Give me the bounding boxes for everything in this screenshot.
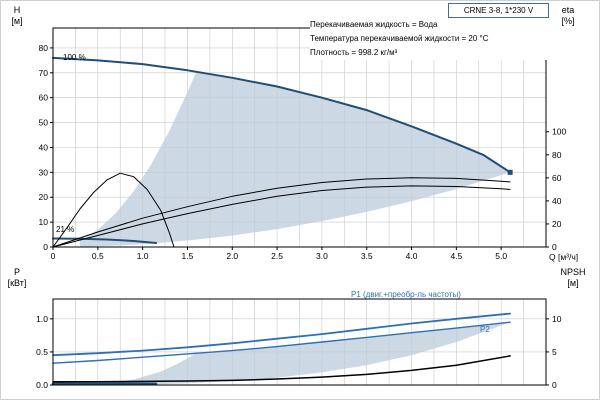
q-axis-label: Q [м³/ч] xyxy=(549,252,579,262)
info-line-liquid: Перекачиваемая жидкость = Вода xyxy=(310,20,438,29)
npsh-axis-unit: [м] xyxy=(567,278,579,288)
eta-axis-unit: [%] xyxy=(561,16,575,26)
svg-text:60: 60 xyxy=(39,93,49,103)
svg-text:0: 0 xyxy=(43,242,48,252)
info-line-density: Плотность = 998.2 кг/м³ xyxy=(310,48,398,57)
svg-text:0: 0 xyxy=(51,251,56,261)
svg-text:20: 20 xyxy=(552,219,562,229)
svg-text:2.5: 2.5 xyxy=(271,251,283,261)
svg-text:60: 60 xyxy=(552,173,562,183)
svg-text:30: 30 xyxy=(39,167,49,177)
svg-text:5.0: 5.0 xyxy=(495,251,507,261)
svg-text:40: 40 xyxy=(552,196,562,206)
svg-text:0.0: 0.0 xyxy=(36,380,48,390)
svg-text:100: 100 xyxy=(552,127,566,137)
npsh-axis-label: NPSH [м] xyxy=(549,267,597,289)
p2-curve-label: P2 xyxy=(480,325,490,334)
pump-info-text: Перекачиваемая жидкость = Вода Температу… xyxy=(310,18,548,60)
svg-text:2.0: 2.0 xyxy=(226,251,238,261)
svg-text:70: 70 xyxy=(39,68,49,78)
eta-axis-letter: eta xyxy=(561,5,575,15)
hq-eta-chart: 0 10 20 30 40 50 60 70 80 0 20 40 60 80 100 0 0.5 1.0 1.5 2… xyxy=(39,27,566,261)
eta-axis-label: eta [%] xyxy=(552,5,584,27)
svg-text:3.5: 3.5 xyxy=(361,251,373,261)
power-npsh-chart: 0.0 0.5 1.0 0 5 10 xyxy=(36,298,562,390)
speed-21-label: 21 % xyxy=(56,225,75,234)
svg-text:40: 40 xyxy=(39,142,49,152)
svg-text:1.5: 1.5 xyxy=(182,251,194,261)
h-axis-unit: [м] xyxy=(11,16,23,26)
h-axis-letter: H xyxy=(13,5,21,15)
p-axis-letter: P xyxy=(13,267,20,277)
svg-text:80: 80 xyxy=(39,43,49,53)
svg-text:0: 0 xyxy=(552,380,557,390)
svg-text:10: 10 xyxy=(552,314,562,324)
svg-text:10: 10 xyxy=(39,217,49,227)
p-axis-label: P [кВт] xyxy=(3,267,31,289)
svg-text:0: 0 xyxy=(552,242,557,252)
speed-100-label: 100 % xyxy=(63,53,86,62)
h-axis-label: H [м] xyxy=(3,5,31,27)
svg-text:3.0: 3.0 xyxy=(316,251,328,261)
svg-text:50: 50 xyxy=(39,118,49,128)
svg-text:1.0: 1.0 xyxy=(137,251,149,261)
npsh-axis-letter: NPSH xyxy=(560,267,586,277)
svg-text:4.0: 4.0 xyxy=(406,251,418,261)
svg-text:80: 80 xyxy=(552,150,562,160)
svg-text:20: 20 xyxy=(39,192,49,202)
pump-model-badge: CRNE 3-8, 1*230 V xyxy=(448,3,549,18)
svg-text:1.0: 1.0 xyxy=(36,314,48,324)
svg-text:4.5: 4.5 xyxy=(450,251,462,261)
svg-text:0.5: 0.5 xyxy=(92,251,104,261)
p1-curve-label: P1 (двиг.+преобр-ль частоты) xyxy=(351,290,461,299)
svg-text:5: 5 xyxy=(552,347,557,357)
svg-text:0.5: 0.5 xyxy=(36,347,48,357)
info-line-temperature: Температура перекачиваемой жидкости = 20… xyxy=(310,34,489,43)
p-axis-unit: [кВт] xyxy=(7,278,27,288)
